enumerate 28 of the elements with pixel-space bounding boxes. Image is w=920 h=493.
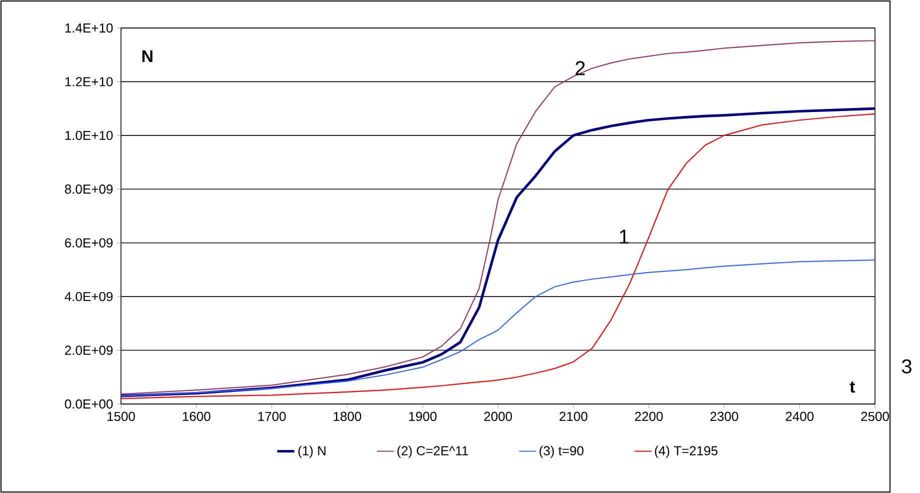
y-tick-label: 1.4E+10 [65,23,113,33]
x-tick-label: 1500 [108,412,135,422]
legend-label: (3) t=90 [540,446,584,458]
legend-label: (2) C=2E^11 [397,446,468,458]
y-tick-label: 1.0E+10 [65,130,113,140]
legend-label: (1) N [298,446,326,458]
x-tick-label: 1600 [182,412,210,422]
y-axis-title: N [142,50,152,62]
y-tick-label: 8.0E+09 [64,184,113,194]
x-tick-label: 2000 [484,412,512,422]
x-tick-label: 2300 [710,412,738,422]
y-tick-label: 1.2E+10 [65,77,113,86]
text: 3 [902,359,912,374]
legend-label: (4) T=2195 [654,446,718,458]
y-tick-label: 2.0E+09 [65,346,113,355]
x-tick-label: 2400 [786,412,814,422]
y-tick-label: 6.0E+09 [65,238,113,248]
x-tick-label: 1800 [334,412,362,422]
annotation: 2 [576,61,585,76]
x-axis-title: t [850,381,856,393]
x-tick-label: 1700 [258,412,286,422]
x-tick-label: 1900 [409,412,437,422]
y-tick-label: 0.0E+00 [64,399,113,409]
line-series [120,259,876,396]
y-tick-label: 4.0E+09 [64,292,113,302]
x-tick-label: 2200 [635,412,663,422]
x-tick-label: 2500 [861,412,889,422]
x-tick-label: 2100 [560,412,588,422]
